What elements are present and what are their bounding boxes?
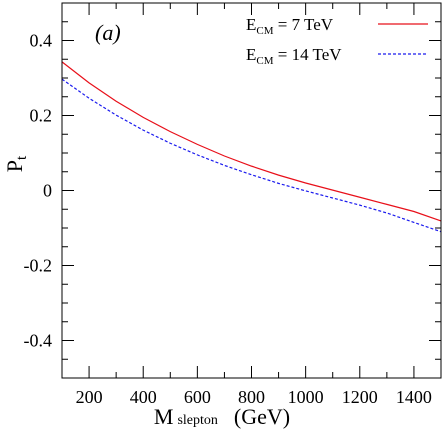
legend-label-value: = 14 TeV [274,45,343,64]
legend-entry-1: ECM = 7 TeV [246,15,428,37]
legend-label-prefix: E [246,15,256,34]
legend-label-value: = 7 TeV [274,15,334,34]
y-tick-label: 0 [43,181,52,201]
series-layer [61,61,442,233]
legend-label: ECM = 14 TeV [246,45,342,67]
legend-label-sub: CM [256,25,273,37]
y-tick-label: 0.4 [30,31,53,51]
x-tick-label: 200 [76,387,103,407]
x-axis-label-sub: slepton [177,413,217,428]
x-tick-label: 1000 [288,387,324,407]
plot-frame [61,2,442,379]
x-tick-label: 600 [184,387,211,407]
y-tick-label: -0.4 [24,331,53,351]
y-axis-label: Pt [2,155,30,172]
y-tick-label: -0.2 [24,256,53,276]
legend-entry-2: ECM = 14 TeV [246,45,428,67]
x-tick-label: 400 [130,387,157,407]
legend-label-prefix: E [246,45,256,64]
x-tick-label: 800 [238,387,265,407]
y-axis-label-sub: t [14,155,30,160]
tick-labels-layer: 200 400 600 800 1000 1200 1400 -0.4 -0.2 0 0.2 0.4 [24,31,432,408]
y-tick-label: 0.2 [30,106,53,126]
x-axis-label-unit: (GeV) [234,404,290,429]
series-line-1 [61,61,442,222]
x-tick-label: 1400 [396,387,432,407]
legend-label-sub: CM [256,55,273,67]
x-tick-label: 1200 [342,387,378,407]
series-line-2 [61,78,442,233]
y-axis-label-main: P [2,160,27,172]
panel-label: (a) [95,20,121,45]
legend-label: ECM = 7 TeV [246,15,334,37]
x-axis-label-main: M [154,404,174,429]
